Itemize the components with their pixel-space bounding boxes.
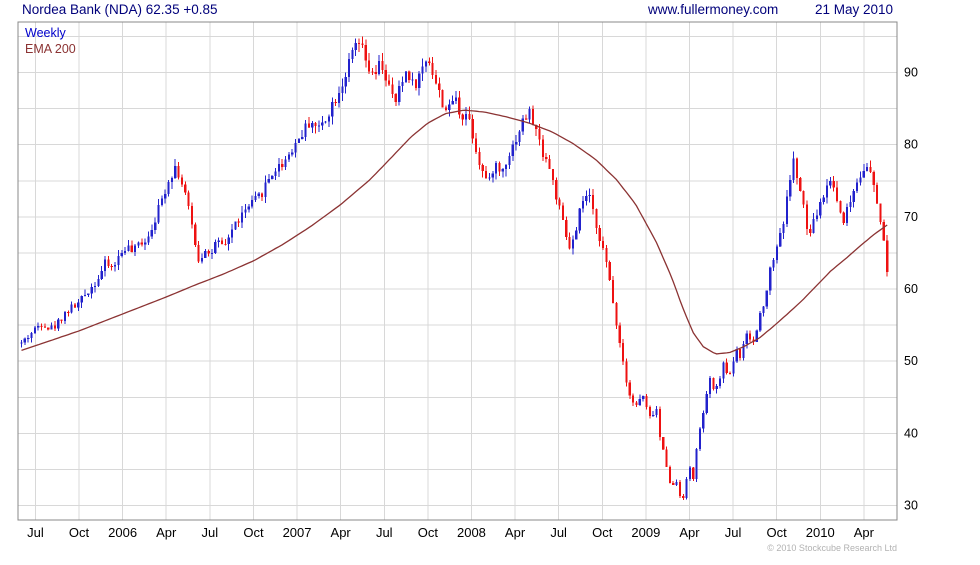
x-tick-label: Jul (202, 525, 219, 540)
x-tick-label: 2008 (457, 525, 486, 540)
x-tick-label: Jul (27, 525, 44, 540)
y-tick-label: 80 (904, 138, 918, 152)
x-tick-label: Oct (243, 525, 264, 540)
y-tick-label: 30 (904, 499, 918, 513)
chart-legend: Weekly EMA 200 (25, 25, 76, 57)
legend-weekly-label: Weekly (25, 26, 66, 40)
x-tick-label: Apr (331, 525, 352, 540)
x-tick-label: Jul (376, 525, 393, 540)
chart-date: 21 May 2010 (815, 2, 894, 17)
candles (20, 36, 889, 500)
x-tick-label: Jul (725, 525, 742, 540)
x-tick-label: Jul (550, 525, 567, 540)
plot-border (17, 21, 898, 521)
copyright-notice: © 2010 Stockcube Research Ltd (767, 543, 897, 553)
x-tick-label: 2006 (108, 525, 137, 540)
instrument-title: Nordea Bank (NDA) 62.35 +0.85 (22, 2, 218, 17)
gridlines (18, 22, 897, 520)
x-tick-label: Apr (679, 525, 700, 540)
legend-ema-label: EMA 200 (25, 42, 76, 56)
x-tick-label: 2009 (631, 525, 660, 540)
y-tick-label: 70 (904, 210, 918, 224)
x-tick-label: Oct (69, 525, 90, 540)
x-tick-label: Oct (767, 525, 788, 540)
x-tick-label: Oct (418, 525, 439, 540)
ema-line (21, 109, 888, 355)
x-tick-label: Oct (592, 525, 613, 540)
x-tick-label: Apr (505, 525, 526, 540)
website-text: www.fullermoney.com (648, 2, 779, 17)
x-tick-label: 2010 (806, 525, 835, 540)
x-tick-label: Apr (156, 525, 177, 540)
y-axis-labels: 30 40 50 60 70 80 90 (904, 66, 918, 513)
y-tick-label: 90 (904, 66, 918, 80)
y-tick-label: 60 (904, 282, 918, 296)
y-tick-label: 50 (904, 354, 918, 368)
x-tick-label: Apr (854, 525, 875, 540)
x-tick-label: 2007 (283, 525, 312, 540)
y-tick-label: 40 (904, 426, 918, 440)
x-axis-labels: Jul Oct 2006 Apr Jul Oct 2007 Apr Jul Oct 2008 Apr J… (27, 525, 875, 540)
